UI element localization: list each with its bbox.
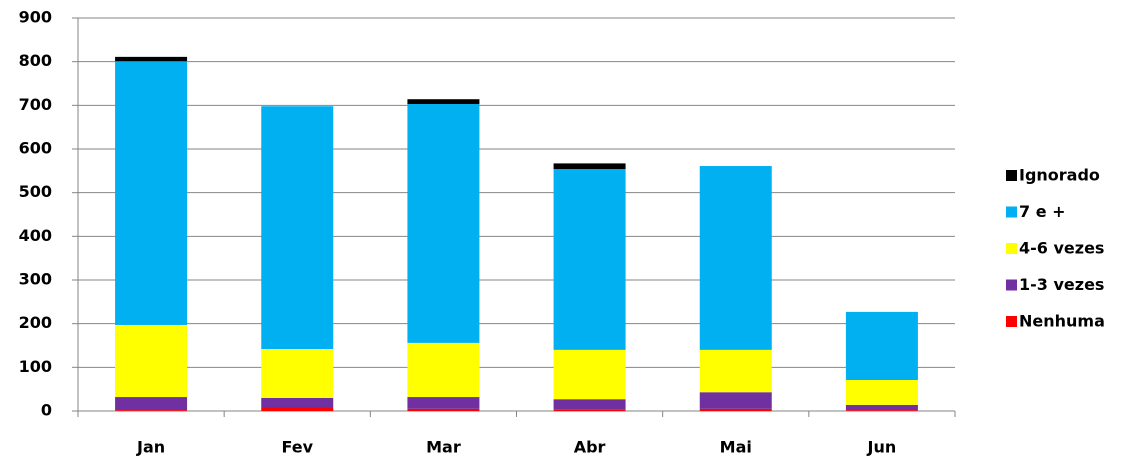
legend-label: 7 e + bbox=[1019, 202, 1066, 221]
bar-segment bbox=[699, 349, 772, 393]
bar-segment bbox=[553, 169, 626, 350]
x-tick-label: Mai bbox=[720, 438, 752, 457]
bar-segment bbox=[845, 311, 918, 380]
y-tick-label: 600 bbox=[19, 139, 52, 158]
y-tick-label: 200 bbox=[19, 313, 52, 332]
bar-segment bbox=[553, 349, 626, 400]
bar-segment bbox=[553, 163, 626, 170]
bar-segment bbox=[845, 404, 918, 411]
legend-swatch bbox=[1006, 243, 1017, 254]
bar-segment bbox=[407, 408, 480, 411]
x-tick-label: Fev bbox=[281, 438, 313, 457]
y-tick-label: 800 bbox=[19, 51, 52, 70]
y-tick-label: 500 bbox=[19, 182, 52, 201]
y-tick-label: 700 bbox=[19, 95, 52, 114]
bar-segment bbox=[115, 61, 188, 325]
bar-segment bbox=[115, 56, 188, 62]
y-tick-label: 0 bbox=[41, 401, 52, 420]
legend-swatch bbox=[1006, 316, 1017, 327]
x-tick-label: Jun bbox=[867, 438, 897, 457]
x-tick-label: Mar bbox=[426, 438, 461, 457]
legend-label: 1-3 vezes bbox=[1019, 275, 1104, 294]
legend-swatch bbox=[1006, 170, 1017, 181]
x-tick-label: Jan bbox=[136, 438, 165, 457]
bar-segment bbox=[845, 379, 918, 405]
bar-segment bbox=[699, 408, 772, 411]
legend-swatch bbox=[1006, 279, 1017, 291]
bar-segment bbox=[115, 324, 188, 398]
x-tick-label: Abr bbox=[574, 438, 606, 457]
legend-label: Ignorado bbox=[1019, 166, 1100, 185]
bar-segment bbox=[261, 397, 334, 408]
y-tick-label: 100 bbox=[19, 357, 52, 376]
bar-segment bbox=[407, 342, 480, 398]
bar-segment bbox=[845, 410, 918, 411]
bar-segment bbox=[407, 104, 480, 343]
legend-label: Nenhuma bbox=[1019, 312, 1105, 331]
bar-segment bbox=[261, 348, 334, 398]
bar-segment bbox=[115, 410, 188, 411]
bar-segment bbox=[553, 409, 626, 411]
bar-segment bbox=[115, 397, 188, 411]
bar-segment bbox=[553, 399, 626, 410]
y-tick-label: 900 bbox=[19, 8, 52, 27]
bar-segment bbox=[261, 106, 334, 349]
bar-segment bbox=[699, 392, 772, 409]
bar-segment bbox=[699, 166, 772, 350]
legend-swatch bbox=[1006, 206, 1017, 218]
bar-segment bbox=[407, 99, 480, 105]
y-tick-label: 400 bbox=[19, 226, 52, 245]
legend-label: 4-6 vezes bbox=[1019, 239, 1104, 258]
bar-segment bbox=[261, 407, 334, 411]
bar-segment bbox=[407, 397, 480, 409]
y-tick-label: 300 bbox=[19, 270, 52, 289]
